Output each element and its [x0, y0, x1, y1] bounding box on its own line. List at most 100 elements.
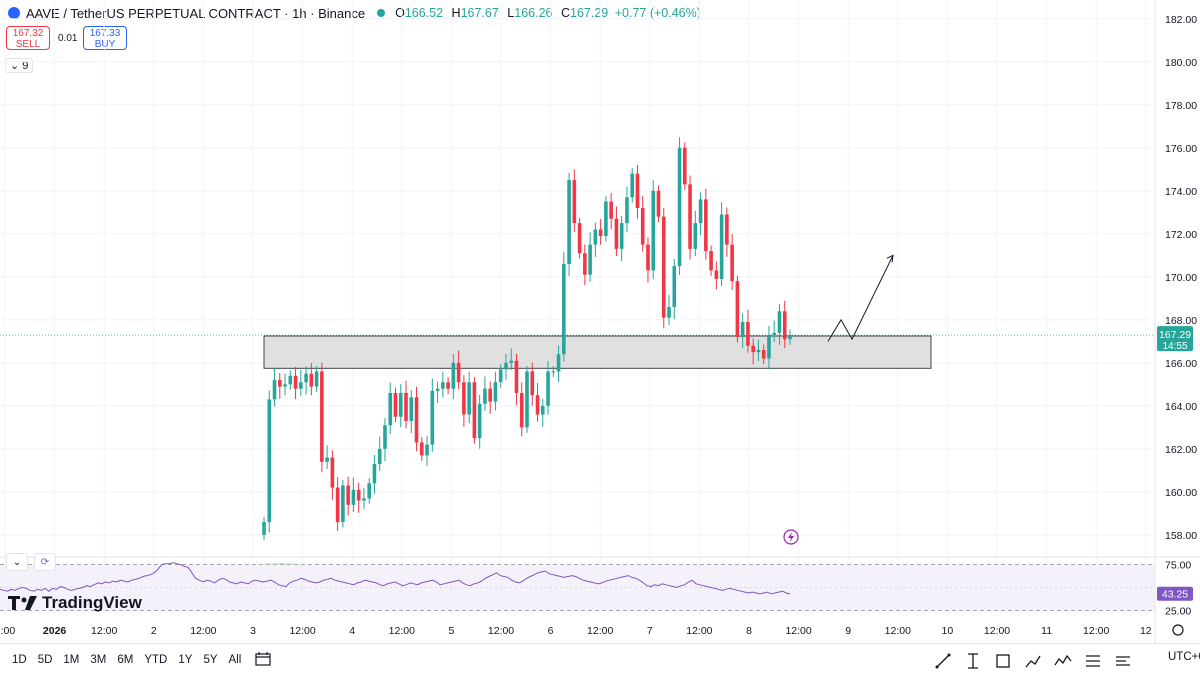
time-tick-label: 12:00 [984, 625, 1010, 637]
chart-header: AAVE / TetherUS PERPETUAL CONTRACT · 1h … [0, 0, 1150, 26]
candle-body [262, 522, 266, 535]
time-tick-label: 12:00 [785, 625, 811, 637]
candle-body [356, 489, 361, 501]
timeframe-1d[interactable]: 1D [12, 654, 27, 666]
reset-icon[interactable]: ⟳ [34, 553, 56, 571]
price-tick-label: 162.00 [1165, 444, 1197, 456]
settings-gear-icon [1172, 624, 1184, 636]
candle-body [746, 322, 750, 346]
candle-body [351, 489, 356, 505]
candle-body [656, 190, 661, 217]
rsi-level-label: 25.00 [1165, 605, 1191, 617]
candle-body [646, 244, 650, 271]
candle-body [277, 380, 282, 387]
tradingview-logo: TradingView [8, 593, 142, 613]
candle-body [688, 184, 692, 249]
indicators-toggle[interactable]: ⌄ 9 [5, 58, 34, 73]
rectangle-tool-icon[interactable] [990, 650, 1016, 672]
candle-body [372, 463, 377, 484]
time-tick-label: 2026 [43, 625, 67, 637]
candle-body [483, 388, 487, 404]
measure-tool-icon[interactable] [1110, 650, 1136, 672]
candle-body [735, 281, 740, 338]
candle-body [272, 380, 277, 400]
price-tick-label: 178.00 [1165, 100, 1197, 112]
rsi-value-label: 43.25 [1162, 589, 1188, 601]
candle-body [498, 369, 503, 383]
candle-body [630, 173, 634, 198]
candle-body [425, 444, 429, 456]
time-tick-label: 5 [448, 625, 454, 637]
candle-body [609, 201, 613, 219]
candle-body [530, 371, 535, 396]
timeframe-3m[interactable]: 3M [90, 654, 107, 666]
change-readout: +0.77 (+0.46%) [614, 6, 701, 20]
time-tick-label: 12:00 [289, 625, 315, 637]
brush-tool-icon[interactable] [1020, 650, 1046, 672]
time-tick-label: 12:00 [1083, 625, 1109, 637]
candle-body [661, 216, 666, 318]
timeframe-1y[interactable]: 1Y [178, 654, 193, 666]
candle-body [572, 180, 577, 224]
buy-button[interactable]: 167.33 BUY [83, 26, 127, 50]
vertical-line-tool-icon[interactable] [960, 650, 986, 672]
time-tick-label: 12 [1140, 625, 1152, 637]
rsi-band [0, 564, 1155, 611]
candle-body [314, 371, 319, 387]
sell-button[interactable]: 167.32 SELL [6, 26, 50, 50]
candle-body [446, 382, 450, 389]
candle-body [304, 373, 308, 383]
candle-body [535, 395, 540, 415]
candle-body [441, 382, 445, 389]
time-tick-label: 10 [942, 625, 954, 637]
candle-body [556, 354, 561, 372]
candle-body [588, 244, 592, 275]
candle-body [367, 483, 371, 499]
rsi-value-tag [1157, 586, 1193, 601]
support-zone [263, 335, 932, 369]
time-tick-label: 12:00 [686, 625, 712, 637]
alert-lightning-glyph [788, 532, 794, 542]
drawing-tools [930, 650, 1136, 672]
candle-body [325, 457, 329, 462]
candle-body [577, 223, 582, 254]
candle-body [677, 147, 682, 267]
timeframe-all[interactable]: All [228, 654, 242, 666]
timeframe-5y[interactable]: 5Y [203, 654, 218, 666]
price-tick-label: 164.00 [1165, 401, 1197, 413]
candle-body [283, 384, 287, 387]
candle-body [504, 362, 508, 370]
pattern-tool-icon[interactable] [1050, 650, 1076, 672]
symbol-logo-icon [8, 7, 20, 19]
candle-body [267, 399, 272, 523]
price-tick-label: 168.00 [1165, 315, 1197, 327]
timeframe-5d[interactable]: 5D [37, 654, 53, 666]
price-tick-label: 170.00 [1165, 272, 1197, 284]
bottom-toolbar: 1D 5D 1M 3M 6M YTD 1Y 5Y All [0, 643, 1200, 676]
candle-body [598, 229, 603, 236]
time-tick-label: 7 [647, 625, 653, 637]
candle-body [409, 397, 414, 421]
time-tick-label: 3 [250, 625, 256, 637]
fib-tool-icon[interactable] [1080, 650, 1106, 672]
calendar-range-icon[interactable] [255, 651, 271, 669]
timeframe-1m[interactable]: 1M [63, 654, 80, 666]
candle-body [693, 223, 698, 249]
line-tool-icon[interactable] [930, 650, 956, 672]
spread-value: 0.01 [58, 33, 78, 44]
candle-body [698, 199, 703, 224]
timezone-label[interactable]: UTC+6 [1168, 651, 1200, 663]
collapse-pane-button[interactable]: ⌄ [6, 553, 28, 571]
candle-body [683, 147, 687, 185]
candle-body [551, 371, 556, 373]
timeframe-6m[interactable]: 6M [117, 654, 134, 666]
time-tick-label: 12:00 [389, 625, 415, 637]
candle-body [714, 270, 719, 279]
price-tick-label: 158.00 [1165, 530, 1197, 542]
timeframe-ytd[interactable]: YTD [144, 654, 168, 666]
time-tick-label: 9 [845, 625, 851, 637]
time-tick-label: 8 [746, 625, 752, 637]
candle-body [651, 190, 656, 271]
symbol-title[interactable]: AAVE / TetherUS PERPETUAL CONTRACT · 1h … [26, 5, 366, 21]
